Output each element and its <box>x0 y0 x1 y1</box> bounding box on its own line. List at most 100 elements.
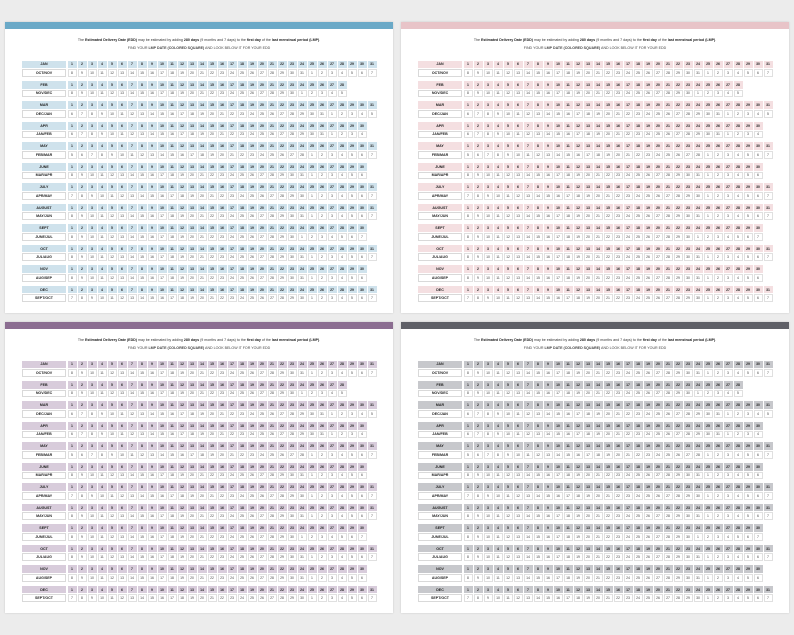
lmp-day-cell: 2 <box>77 265 87 273</box>
lmp-month-label: APR <box>418 421 462 430</box>
edd-day-cell: 6 <box>743 532 753 541</box>
edd-day-cell: 11 <box>503 294 513 303</box>
edd-day-cell: 9 <box>483 294 493 303</box>
edd-day-cell: 27 <box>673 430 683 439</box>
lmp-day-cell: 18 <box>633 162 643 171</box>
edd-day-cell: 14 <box>127 232 137 241</box>
lmp-day-cell: 2 <box>473 442 483 451</box>
lmp-day-cell: 22 <box>673 565 683 573</box>
lmp-day-cell: 7 <box>127 483 137 491</box>
edd-day-cell: 14 <box>523 471 533 480</box>
edd-day-cell: 29 <box>277 171 287 180</box>
edd-day-cell: 20 <box>583 273 593 282</box>
lmp-day-cell: 1 <box>67 101 77 110</box>
lmp-day-cell: 22 <box>277 183 287 191</box>
lmp-day-cell: 14 <box>197 224 207 232</box>
edd-day-cell: 14 <box>147 110 157 118</box>
lmp-day-cell: 11 <box>167 80 177 89</box>
edd-day-cell: 20 <box>583 573 593 582</box>
lmp-day-cell: 2 <box>77 401 87 410</box>
edd-day-cell: 22 <box>207 232 217 241</box>
lmp-day-cell: 24 <box>297 380 307 389</box>
lmp-day-cell: 2 <box>77 244 87 253</box>
edd-day-cell: 22 <box>207 573 217 582</box>
edd-day-cell: 19 <box>573 471 583 480</box>
lmp-row: OCT 1 2 3 4 5 6 7 8 9 10 11 12 13 14 15 16 17 18 19 20 21 22 23… <box>22 244 377 253</box>
edd-day-cell: 1 <box>703 273 713 282</box>
edd-day-cell: 2 <box>713 294 723 303</box>
edd-day-cell: 8 <box>463 69 473 77</box>
lmp-month-label: SEPT <box>22 524 66 532</box>
edd-day-cell: 20 <box>197 294 207 303</box>
edd-day-cell: 21 <box>603 492 613 500</box>
lmp-day-cell: 31 <box>763 101 773 110</box>
lmp-day-cell: 13 <box>583 80 593 89</box>
edd-day-cell: 19 <box>573 69 583 77</box>
edd-day-cell: 25 <box>633 532 643 541</box>
lmp-day-cell: 28 <box>733 401 743 410</box>
lmp-day-cell: 12 <box>177 421 187 430</box>
lmp-day-cell: 3 <box>483 121 493 130</box>
lmp-day-cell: 6 <box>513 483 523 491</box>
edd-day-cell: 28 <box>663 512 673 521</box>
edd-day-cell: 9 <box>77 553 87 562</box>
edd-day-cell: 20 <box>583 171 593 180</box>
edd-day-cell: 21 <box>593 253 603 262</box>
edd-day-cell: 1 <box>297 89 307 98</box>
edd-day-cell: 19 <box>593 110 603 118</box>
lmp-day-cell: 22 <box>277 224 287 232</box>
lmp-day-cell: 15 <box>603 401 613 410</box>
lmp-day-cell: 27 <box>723 183 733 191</box>
edd-day-cell: 24 <box>623 512 633 521</box>
edd-day-cell: 31 <box>713 130 723 139</box>
lmp-day-cell: 5 <box>503 142 513 151</box>
edd-day-cell: 4 <box>337 512 347 521</box>
edd-day-cell: 18 <box>583 410 593 418</box>
lmp-day-cell: 19 <box>643 503 653 512</box>
edd-day-cell: 14 <box>137 294 147 303</box>
edd-day-cell: 20 <box>187 89 197 98</box>
lmp-row: SEPT 1 2 3 4 5 6 7 8 9 10 11 12 13 14 15 16 17 18 19 20 21 22 2… <box>22 524 377 533</box>
lmp-day-cell: 31 <box>763 244 773 253</box>
lmp-day-cell: 27 <box>327 462 337 471</box>
edd-day-cell: 20 <box>197 492 207 500</box>
lmp-day-cell: 22 <box>277 462 287 471</box>
edd-day-cell: 27 <box>267 594 277 603</box>
lmp-month-label: JAN <box>418 60 462 69</box>
lmp-day-cell: 18 <box>237 585 247 594</box>
lmp-day-cell: 25 <box>703 524 713 532</box>
lmp-day-cell: 6 <box>513 60 523 69</box>
edd-day-cell: 8 <box>463 553 473 562</box>
lmp-day-cell: 13 <box>187 380 197 389</box>
edd-day-cell: 18 <box>167 273 177 282</box>
edd-day-cell: 29 <box>693 110 703 118</box>
lmp-day-cell: 27 <box>723 524 733 532</box>
lmp-day-cell: 6 <box>513 183 523 191</box>
lmp-day-cell: 19 <box>643 224 653 232</box>
lmp-day-cell: 29 <box>743 265 753 273</box>
edd-day-cell: 28 <box>663 273 673 282</box>
edd-month-label: OCT/NOV <box>418 69 462 77</box>
lmp-day-cell: 15 <box>603 244 613 253</box>
lmp-day-cell: 24 <box>693 442 703 451</box>
lmp-day-cell: 27 <box>327 162 337 171</box>
edd-day-cell: 19 <box>573 253 583 262</box>
lmp-day-cell: 21 <box>267 462 277 471</box>
edd-day-cell: 19 <box>177 369 187 377</box>
edd-day-cell: 28 <box>267 471 277 480</box>
edd-day-cell: 9 <box>107 451 117 459</box>
edd-day-cell: 28 <box>663 573 673 582</box>
lmp-day-cell: 10 <box>553 285 563 294</box>
lmp-day-cell: 18 <box>633 503 643 512</box>
lmp-day-cell: 16 <box>217 421 227 430</box>
lmp-day-cell: 31 <box>367 142 377 151</box>
lmp-day-cell: 22 <box>673 80 683 89</box>
edd-day-cell: 10 <box>493 192 503 200</box>
edd-day-cell: 21 <box>613 410 623 418</box>
lmp-day-cell: 1 <box>67 244 77 253</box>
edd-day-cell: 8 <box>67 389 77 398</box>
lmp-day-cell: 23 <box>287 401 297 410</box>
edd-day-cell: 26 <box>643 573 653 582</box>
edd-day-cell: 11 <box>97 471 107 480</box>
lmp-day-cell: 19 <box>643 265 653 273</box>
